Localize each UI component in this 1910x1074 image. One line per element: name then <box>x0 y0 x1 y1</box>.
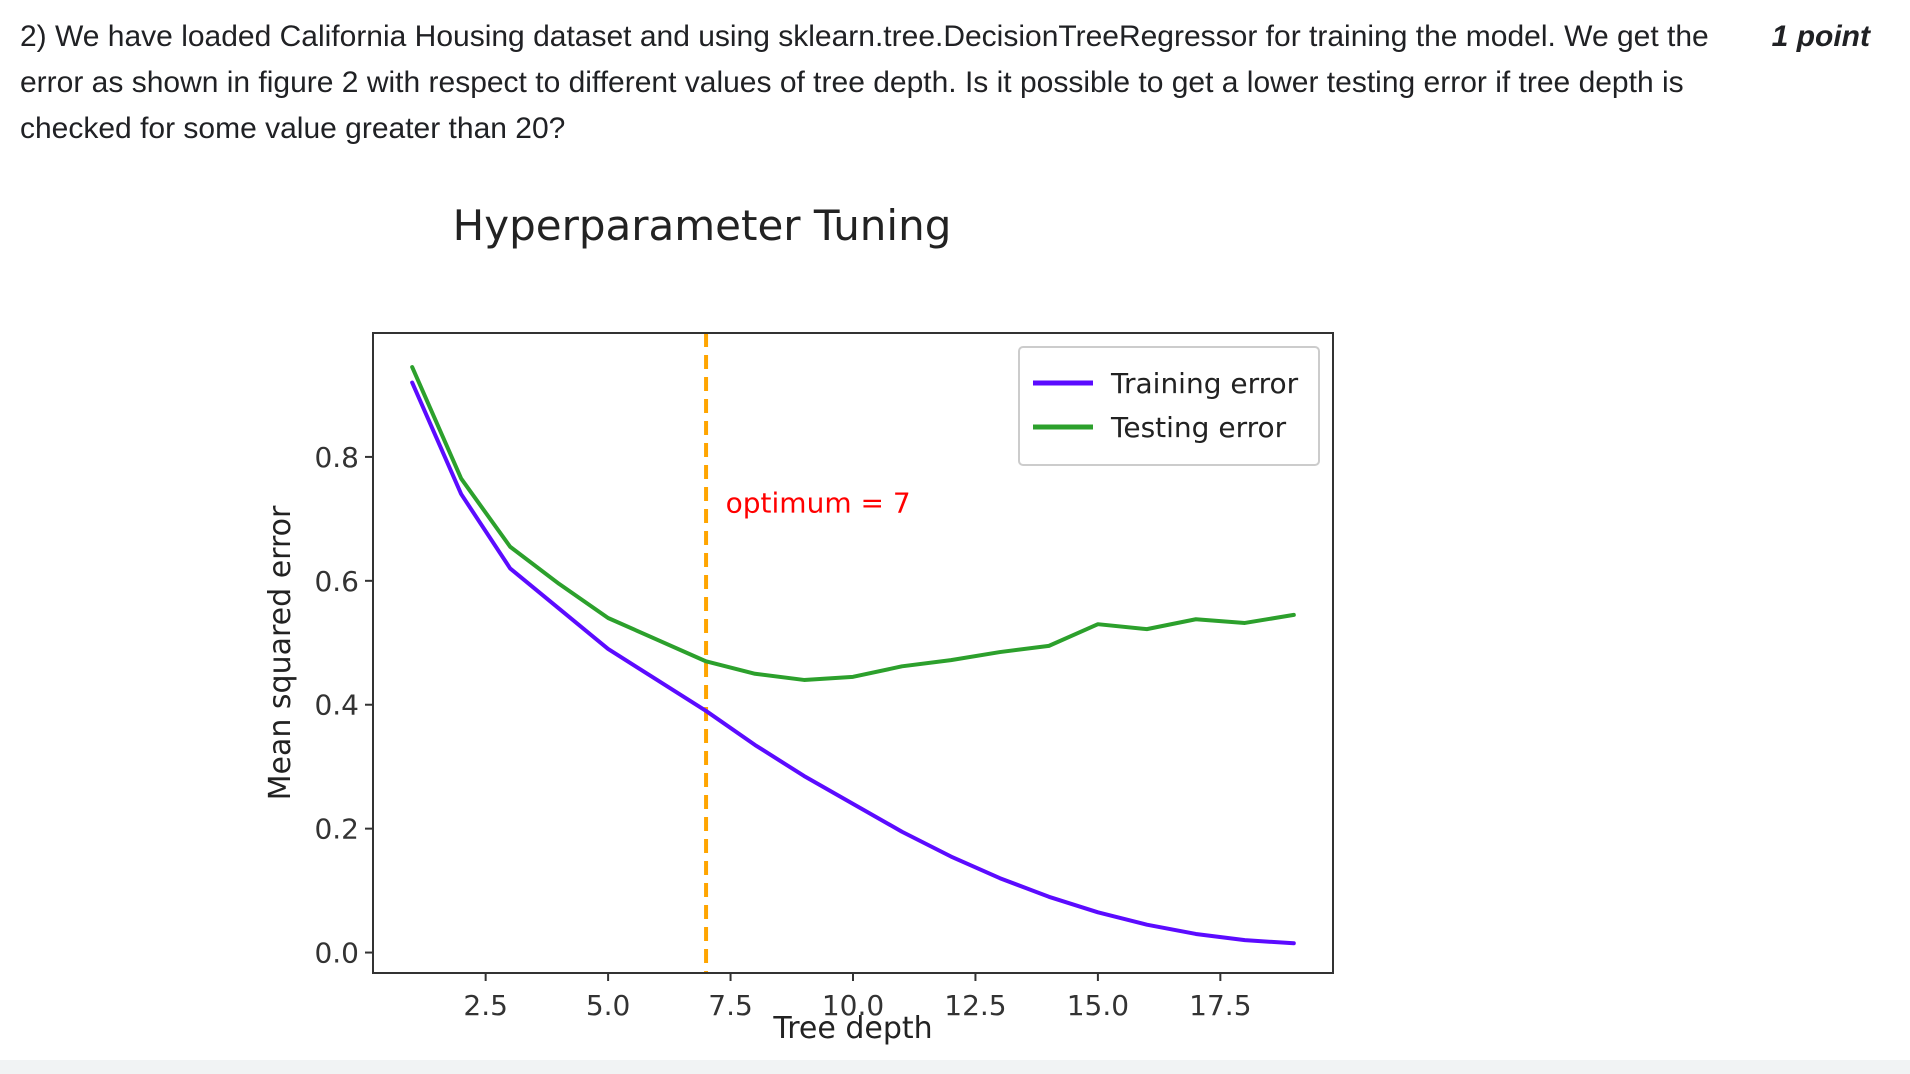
data-point <box>901 665 903 667</box>
plot-area <box>410 333 1296 973</box>
y-tick-label: 0.4 <box>314 689 359 722</box>
data-point <box>1146 924 1148 926</box>
x-tick-label: 10.0 <box>822 989 884 1022</box>
data-point <box>999 877 1001 879</box>
chart-svg: Hyperparameter Tuning 2.5 5.0 7.5 10.0 12.5 1… <box>263 201 1334 1046</box>
y-tick-label: 0.2 <box>314 813 359 846</box>
data-point <box>754 744 756 746</box>
data-point <box>1195 618 1197 620</box>
legend-box <box>1018 346 1320 466</box>
data-point <box>411 366 413 368</box>
question-text: 2) We have loaded California Housing dat… <box>20 20 1709 145</box>
y-axis: 0.0 0.2 0.4 0.6 0.8 <box>314 441 373 970</box>
x-tick-label: 15.0 <box>1067 989 1129 1022</box>
bottom-strip <box>0 1060 1910 1074</box>
question-block: 2) We have loaded California Housing dat… <box>20 14 1890 152</box>
data-point <box>803 775 805 777</box>
x-tick-label: 17.5 <box>1189 989 1251 1022</box>
data-point <box>509 567 511 569</box>
data-point <box>1048 645 1050 647</box>
x-axis: 2.5 5.0 7.5 10.0 12.5 15.0 17.5 <box>463 973 1252 1022</box>
data-point <box>1293 942 1295 944</box>
data-point <box>509 546 511 548</box>
y-tick-label: 0.6 <box>314 565 359 598</box>
series-line-training <box>410 380 1296 946</box>
data-point <box>705 660 707 662</box>
data-point <box>999 651 1001 653</box>
points-label: 1 point <box>1771 20 1870 53</box>
data-point <box>1195 933 1197 935</box>
data-point <box>950 659 952 661</box>
y-tick-label: 0.0 <box>314 937 359 970</box>
data-point <box>1146 628 1148 630</box>
data-point <box>460 478 462 480</box>
x-tick-label: 12.5 <box>944 989 1006 1022</box>
x-tick-label: 7.5 <box>708 989 753 1022</box>
y-tick-label: 0.8 <box>314 441 359 474</box>
x-tick-label: 5.0 <box>586 989 631 1022</box>
data-point <box>950 856 952 858</box>
data-point <box>1244 939 1246 941</box>
data-point <box>754 673 756 675</box>
chart-figure: Hyperparameter Tuning 2.5 5.0 7.5 10.0 12.5 1… <box>240 200 1380 1074</box>
optimum-annotation: optimum = 7 <box>726 487 911 520</box>
data-point <box>411 382 413 384</box>
data-point <box>852 676 854 678</box>
data-point <box>656 679 658 681</box>
data-point <box>460 493 462 495</box>
data-point <box>1097 911 1099 913</box>
x-axis-label: Tree depth <box>772 1011 932 1046</box>
data-point <box>1097 623 1099 625</box>
data-point <box>607 648 609 650</box>
legend-label: Training error <box>1110 367 1299 400</box>
data-point <box>705 710 707 712</box>
data-point <box>901 831 903 833</box>
legend-label: Testing error <box>1110 411 1287 444</box>
data-point <box>558 608 560 610</box>
chart-title: Hyperparameter Tuning <box>453 201 952 250</box>
data-point <box>1048 896 1050 898</box>
data-point <box>1293 614 1295 616</box>
data-point <box>803 679 805 681</box>
legend: Training error Testing error <box>1018 346 1320 466</box>
data-point <box>852 803 854 805</box>
data-point <box>607 617 609 619</box>
y-axis-label: Mean squared error <box>263 505 298 800</box>
x-tick-label: 2.5 <box>463 989 508 1022</box>
data-point <box>558 583 560 585</box>
data-point <box>656 639 658 641</box>
data-point <box>1244 622 1246 624</box>
